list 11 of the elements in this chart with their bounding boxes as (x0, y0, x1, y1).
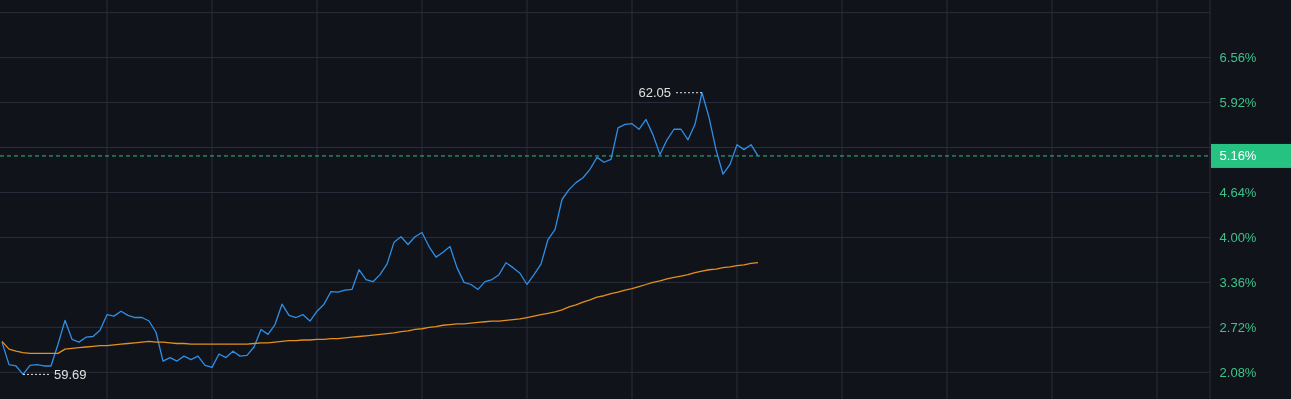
y-tick-label: 4.00% (1219, 229, 1257, 245)
ref-line-label: 5.16% (1219, 148, 1257, 164)
y-tick-label: 3.36% (1219, 274, 1257, 290)
y-tick-label: 5.92% (1219, 95, 1257, 111)
line-series (1, 262, 759, 354)
y-tick-label: 6.56% (1219, 50, 1257, 66)
y-tick-label: 4.64% (1219, 185, 1257, 201)
y-tick-label: 2.08% (1219, 364, 1257, 380)
annotation: 62.05 (638, 85, 671, 101)
annotation: 59.69 (54, 366, 87, 382)
y-tick-label: 2.72% (1219, 319, 1257, 335)
